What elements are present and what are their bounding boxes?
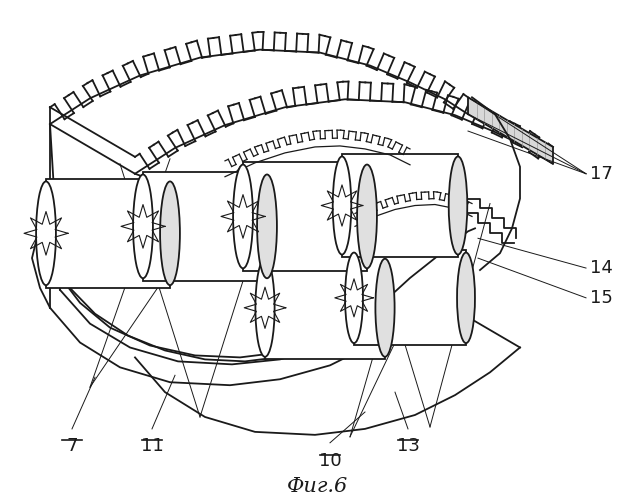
Text: 17: 17: [590, 164, 613, 182]
Text: Фиг.6: Фиг.6: [287, 476, 349, 496]
Text: 14: 14: [590, 259, 613, 277]
Ellipse shape: [333, 156, 351, 254]
Polygon shape: [468, 98, 553, 164]
Ellipse shape: [133, 174, 153, 278]
Polygon shape: [354, 250, 466, 346]
Polygon shape: [243, 162, 367, 271]
Ellipse shape: [36, 182, 56, 285]
Text: 15: 15: [590, 289, 613, 307]
Ellipse shape: [257, 174, 277, 278]
Ellipse shape: [449, 156, 467, 254]
Ellipse shape: [457, 252, 475, 343]
Polygon shape: [265, 256, 385, 360]
Text: 11: 11: [141, 437, 163, 455]
Ellipse shape: [233, 164, 253, 268]
Polygon shape: [143, 172, 267, 281]
Ellipse shape: [160, 182, 180, 285]
Text: 10: 10: [319, 452, 342, 469]
Ellipse shape: [357, 164, 377, 268]
Ellipse shape: [256, 258, 275, 357]
Ellipse shape: [375, 258, 394, 357]
Ellipse shape: [345, 252, 363, 343]
Text: 13: 13: [397, 437, 419, 455]
Polygon shape: [46, 178, 170, 288]
Polygon shape: [342, 154, 458, 257]
Text: 7: 7: [66, 437, 78, 455]
